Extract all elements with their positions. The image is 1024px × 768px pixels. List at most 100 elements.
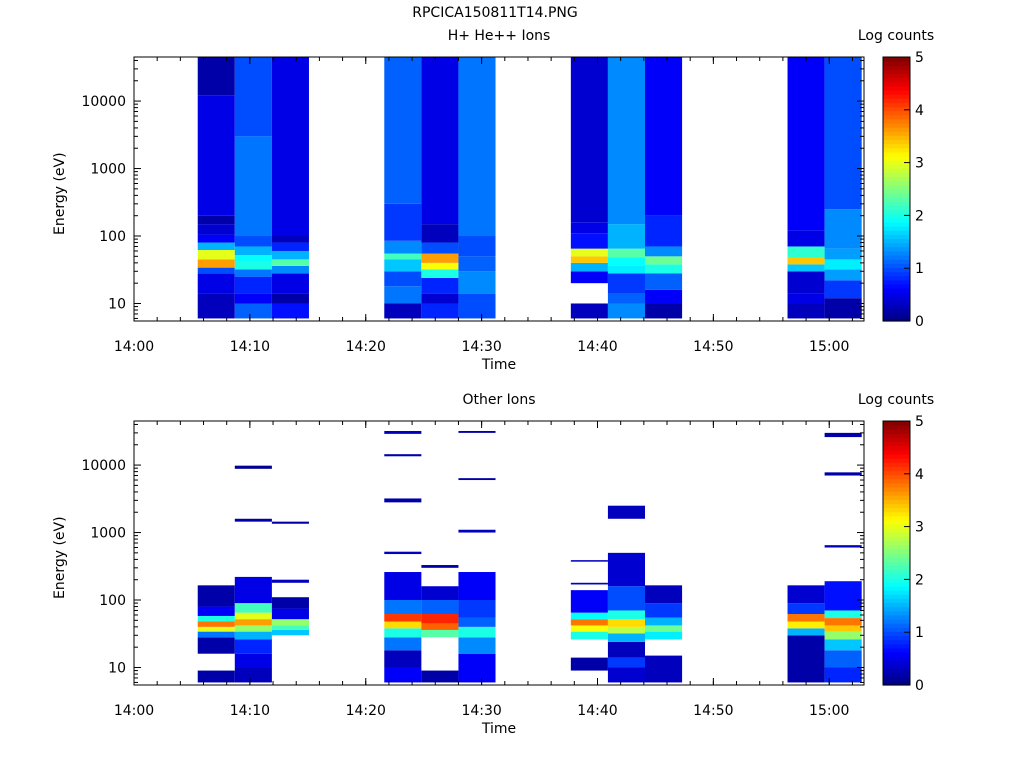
heatmap-cell — [607, 293, 645, 304]
heatmap-cell — [787, 57, 825, 231]
colorbar-segment — [883, 118, 910, 124]
x-tick-label: 14:10 — [230, 339, 270, 355]
heatmap-cell — [824, 248, 862, 260]
heatmap-cell — [607, 552, 645, 587]
heatmap-cell — [234, 612, 272, 620]
colorbar-segment — [883, 573, 910, 579]
y-tick-label: 10000 — [81, 458, 126, 474]
colorbar-segment — [883, 300, 910, 306]
heatmap-cell — [197, 637, 235, 654]
colorbar-segment — [883, 94, 910, 99]
colorbar-segment — [883, 304, 910, 310]
colorbar-segment — [883, 643, 910, 649]
heatmap-cell — [197, 57, 235, 96]
heatmap-cell — [384, 667, 422, 683]
heatmap-cell — [458, 57, 496, 237]
heatmap-cell — [384, 271, 422, 287]
heatmap-cell — [197, 273, 235, 294]
x-axis-label: Time — [481, 357, 517, 373]
heatmap-cell — [421, 629, 459, 638]
heatmap-cell — [421, 303, 459, 319]
heatmap-cell — [824, 618, 862, 626]
heatmap-cell — [197, 224, 235, 235]
colorbar-segment — [883, 77, 910, 83]
colorbar-segment — [883, 590, 910, 595]
heatmap-cell — [271, 293, 309, 304]
heatmap-cell — [458, 256, 496, 272]
colorbar-segment — [883, 515, 910, 521]
x-tick-label: 14:40 — [577, 703, 617, 719]
colorbar-segment — [883, 312, 910, 318]
heatmap-cell — [824, 432, 862, 438]
colorbar-tick-label: 1 — [915, 261, 924, 277]
colorbar-label: Log counts — [857, 392, 935, 408]
heatmap-cell — [271, 629, 309, 636]
heatmap-cell — [607, 586, 645, 611]
colorbar-segment — [883, 441, 910, 447]
heatmap-cell — [645, 57, 683, 216]
heatmap-cell — [570, 619, 608, 626]
heatmap-cell — [824, 625, 862, 632]
x-tick-label: 15:00 — [809, 703, 849, 719]
top-panel: H+ He++ Ions Log counts Energy (eV) Time… — [0, 0, 1024, 380]
colorbar-segment — [883, 275, 910, 281]
colorbar-segment — [883, 267, 910, 273]
heatmap-cell — [458, 637, 496, 654]
colorbar-tick-label: 1 — [915, 625, 924, 641]
colorbar-segment — [883, 193, 910, 198]
heatmap-cell — [787, 230, 825, 247]
heatmap-cell — [645, 264, 683, 274]
heatmap-cell — [384, 621, 422, 629]
colorbar-segment — [883, 197, 910, 202]
x-tick-label: 14:50 — [693, 339, 733, 355]
heatmap-cell — [421, 293, 459, 304]
colorbar-label: Log counts — [857, 28, 935, 44]
heatmap-cell — [645, 289, 683, 304]
heatmap-cell — [234, 236, 272, 247]
colorbar-segment — [883, 259, 910, 264]
colorbar-segment — [883, 234, 910, 240]
colorbar-segment — [883, 213, 910, 219]
colorbar-segment — [883, 668, 910, 674]
colorbar-segment — [883, 507, 910, 513]
heatmap-cell — [607, 610, 645, 620]
heatmap-cell — [570, 631, 608, 640]
colorbar-segment — [883, 189, 910, 194]
heatmap-cell — [271, 250, 309, 260]
colorbar-segment — [883, 65, 910, 70]
x-tick-label: 14:40 — [577, 339, 617, 355]
colorbar-segment — [883, 458, 910, 463]
colorbar-segment — [883, 627, 910, 632]
heatmap-cell — [271, 625, 309, 630]
y-tick-label: 1000 — [90, 526, 126, 542]
heatmap-cell — [570, 222, 608, 234]
colorbar-segment — [883, 151, 910, 157]
heatmap-cell — [384, 650, 422, 668]
heatmap-cell — [384, 628, 422, 638]
colorbar-segment — [883, 242, 910, 248]
colorbar-segment — [883, 160, 910, 165]
colorbar-segment — [883, 433, 910, 439]
colorbar-segment — [883, 222, 910, 227]
x-tick-label: 15:00 — [809, 339, 849, 355]
colorbar-segment — [883, 623, 910, 628]
bottom-panel: Other Ions Log counts Energy (eV) Time 1… — [0, 364, 1024, 744]
heatmap-cell — [421, 670, 459, 683]
colorbar-segment — [883, 647, 910, 653]
heatmap-cell — [197, 215, 235, 225]
colorbar-tick-label: 0 — [915, 678, 924, 694]
x-tick-label: 14:00 — [114, 339, 154, 355]
heatmap-cell — [421, 224, 459, 243]
colorbar-frame — [882, 420, 911, 686]
colorbar-segment — [883, 437, 910, 443]
x-tick-label: 14:50 — [693, 703, 733, 719]
heatmap-cell — [421, 262, 459, 270]
colorbar-segment — [883, 429, 910, 434]
heatmap-cell — [271, 608, 309, 620]
colorbar-tick-label: 5 — [915, 50, 924, 66]
colorbar-segment — [883, 85, 910, 91]
colorbar-segment — [883, 110, 910, 116]
heatmap-cell — [824, 280, 862, 299]
colorbar-segment — [883, 102, 910, 108]
colorbar-segment — [883, 676, 910, 682]
